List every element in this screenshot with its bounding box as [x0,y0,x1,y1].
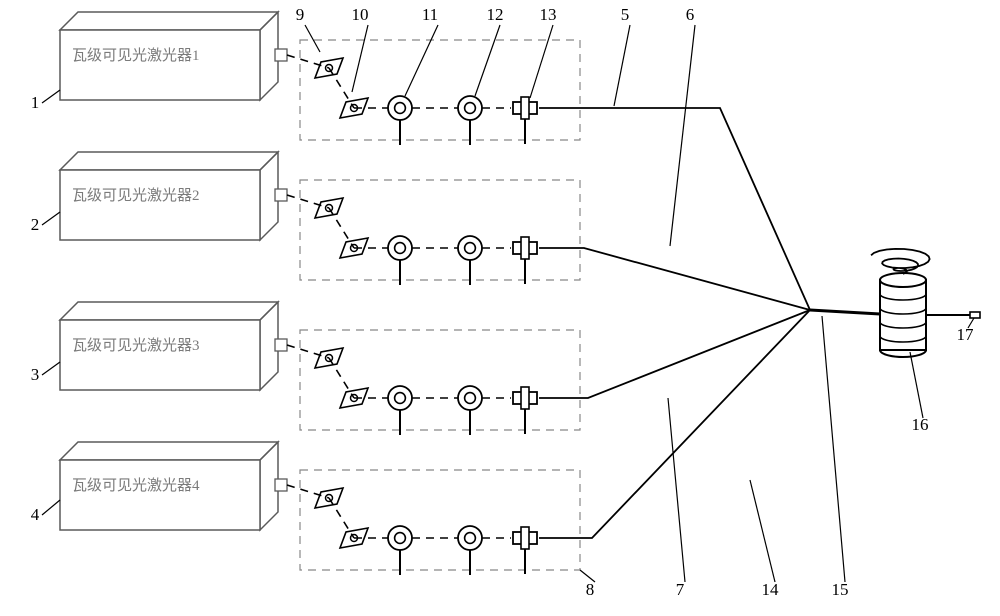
laser-box-3: 瓦级可见光激光器3 [60,302,287,390]
callout-5: 5 [614,5,630,106]
svg-text:12: 12 [487,5,504,24]
svg-text:11: 11 [422,5,438,24]
callout-12: 12 [475,5,504,96]
stage-group-3 [287,330,580,435]
callout-2: 2 [31,212,60,234]
svg-text:15: 15 [832,580,849,599]
laser-box-1: 瓦级可见光激光器1 [60,12,287,100]
laser-label-1: 瓦级可见光激光器1 [72,47,200,64]
laser-box-4: 瓦级可见光激光器4 [60,442,287,530]
svg-text:14: 14 [762,580,780,599]
svg-text:4: 4 [31,505,40,524]
callout-14: 14 [750,480,779,599]
callout-3: 3 [31,362,60,384]
fiber-bundle [810,310,880,314]
svg-text:17: 17 [957,325,975,344]
stage-group-1 [287,40,580,145]
callout-8: 8 [580,570,595,599]
svg-text:9: 9 [296,5,305,24]
svg-text:13: 13 [540,5,557,24]
laser-label-4: 瓦级可见光激光器4 [72,477,200,494]
output-tip [970,312,980,318]
laser-label-2: 瓦级可见光激光器2 [72,187,200,204]
svg-text:1: 1 [31,93,40,112]
callout-9: 9 [296,5,320,52]
callout-4: 4 [31,500,60,524]
laser-label-3: 瓦级可见光激光器3 [72,337,200,354]
callout-6: 6 [670,5,695,246]
callout-17: 17 [957,318,975,344]
laser-box-2: 瓦级可见光激光器2 [60,152,287,240]
svg-text:7: 7 [676,580,685,599]
callout-10: 10 [352,5,369,92]
fiber-3 [539,310,810,398]
callout-13: 13 [530,5,557,98]
stage-group-4 [287,470,580,575]
callout-7: 7 [668,398,685,599]
svg-text:2: 2 [31,215,40,234]
stage-group-2 [287,180,580,285]
svg-text:3: 3 [31,365,40,384]
callout-16: 16 [910,352,929,434]
callout-1: 1 [31,90,60,112]
callout-15: 15 [822,316,849,599]
svg-text:16: 16 [912,415,929,434]
svg-text:10: 10 [352,5,369,24]
diagram-root: 瓦级可见光激光器1 瓦级可见光激光器2 瓦级可见光激光器3 瓦级可见光激光器4 9 10 1… [0,0,1000,616]
svg-text:8: 8 [586,580,595,599]
svg-text:5: 5 [621,5,630,24]
callout-11: 11 [405,5,438,96]
svg-text:6: 6 [686,5,695,24]
